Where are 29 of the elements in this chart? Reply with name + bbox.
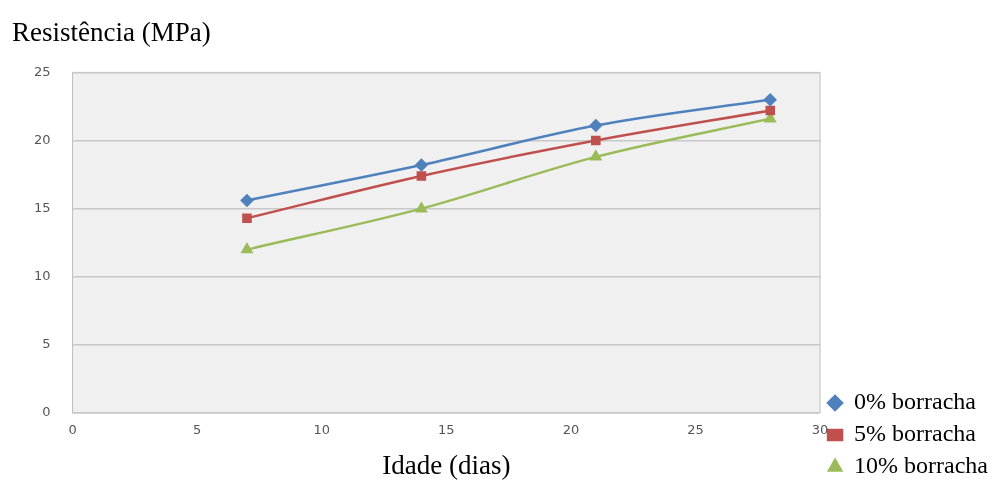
point	[589, 119, 603, 132]
y-tick-label: 20	[34, 131, 51, 147]
point	[240, 194, 254, 207]
y-tick-label: 25	[34, 63, 51, 79]
x-tick-label: 5	[192, 422, 202, 438]
point	[241, 243, 253, 254]
x-tick-label: 20	[562, 422, 580, 438]
point	[242, 213, 252, 223]
y-tick-label: 5	[42, 336, 51, 352]
point	[591, 135, 601, 146]
x-axis-title: Idade (dias)	[382, 449, 511, 480]
legend-label: 0% borracha	[854, 388, 977, 415]
point	[765, 105, 776, 116]
x-tick-label: 15	[438, 422, 455, 438]
x-tick-label: 10	[313, 422, 330, 438]
y-tick-label: 0	[42, 404, 51, 420]
point	[763, 93, 777, 106]
legend-label: 10% borracha	[854, 452, 989, 479]
x-tick-label: 25	[687, 422, 704, 438]
point	[415, 202, 427, 213]
x-tick-label: 0	[68, 422, 77, 438]
point	[415, 158, 428, 172]
y-tick-label: 15	[34, 200, 51, 216]
legend-label: 5% borracha	[854, 420, 977, 447]
x-tick-label: 30	[811, 422, 829, 438]
y-tick-label: 10	[34, 268, 51, 284]
chart-title: Resistência (MPa)	[12, 17, 211, 48]
point	[590, 150, 602, 161]
point	[416, 171, 427, 181]
